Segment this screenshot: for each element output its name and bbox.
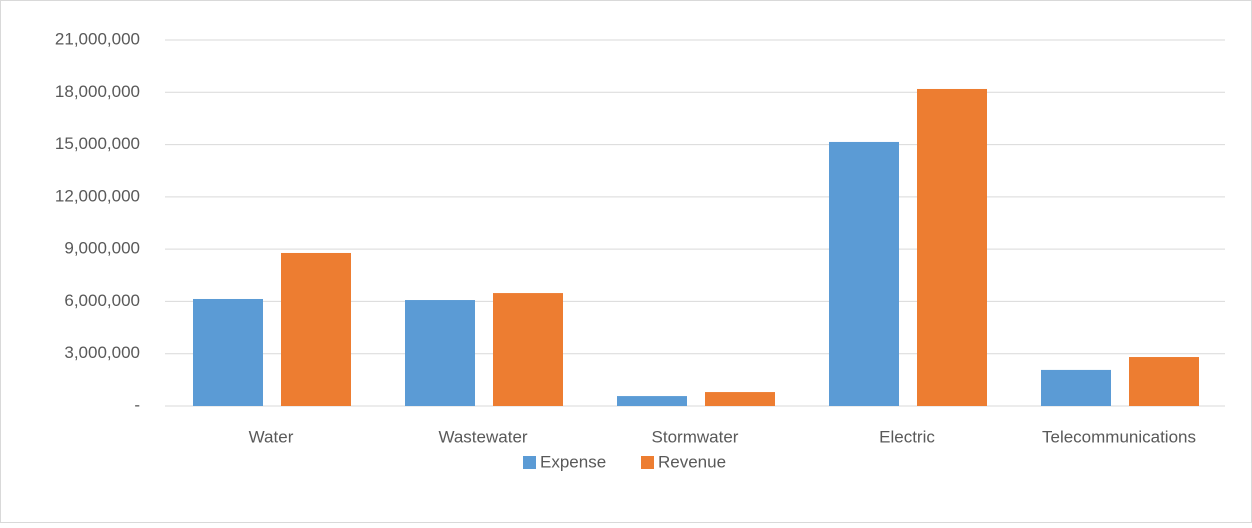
bar (617, 396, 687, 406)
bar (917, 88, 987, 406)
legend-swatch (641, 456, 654, 469)
x-tick-label: Wastewater (438, 427, 527, 446)
legend-swatch (523, 456, 536, 469)
bar (193, 298, 263, 406)
legend-label: Revenue (658, 452, 726, 471)
y-tick-label: 21,000,000 (55, 29, 140, 48)
x-tick-label: Stormwater (652, 427, 739, 446)
bar (281, 252, 351, 406)
y-tick-label: 15,000,000 (55, 134, 140, 153)
y-tick-label: 18,000,000 (55, 82, 140, 101)
bar (1129, 357, 1199, 406)
bar (493, 293, 563, 406)
bar (705, 392, 775, 406)
y-tick-label: 6,000,000 (64, 291, 140, 310)
x-tick-label: Electric (879, 427, 935, 446)
bar (405, 300, 475, 406)
y-tick-label: 12,000,000 (55, 186, 140, 205)
y-tick-label: 9,000,000 (64, 239, 140, 258)
bar (1041, 369, 1111, 406)
y-tick-label: - (134, 395, 140, 414)
x-tick-label: Water (249, 427, 294, 446)
legend-label: Expense (540, 452, 606, 471)
bar (829, 141, 899, 406)
y-tick-label: 3,000,000 (64, 343, 140, 362)
x-tick-label: Telecommunications (1042, 427, 1196, 446)
